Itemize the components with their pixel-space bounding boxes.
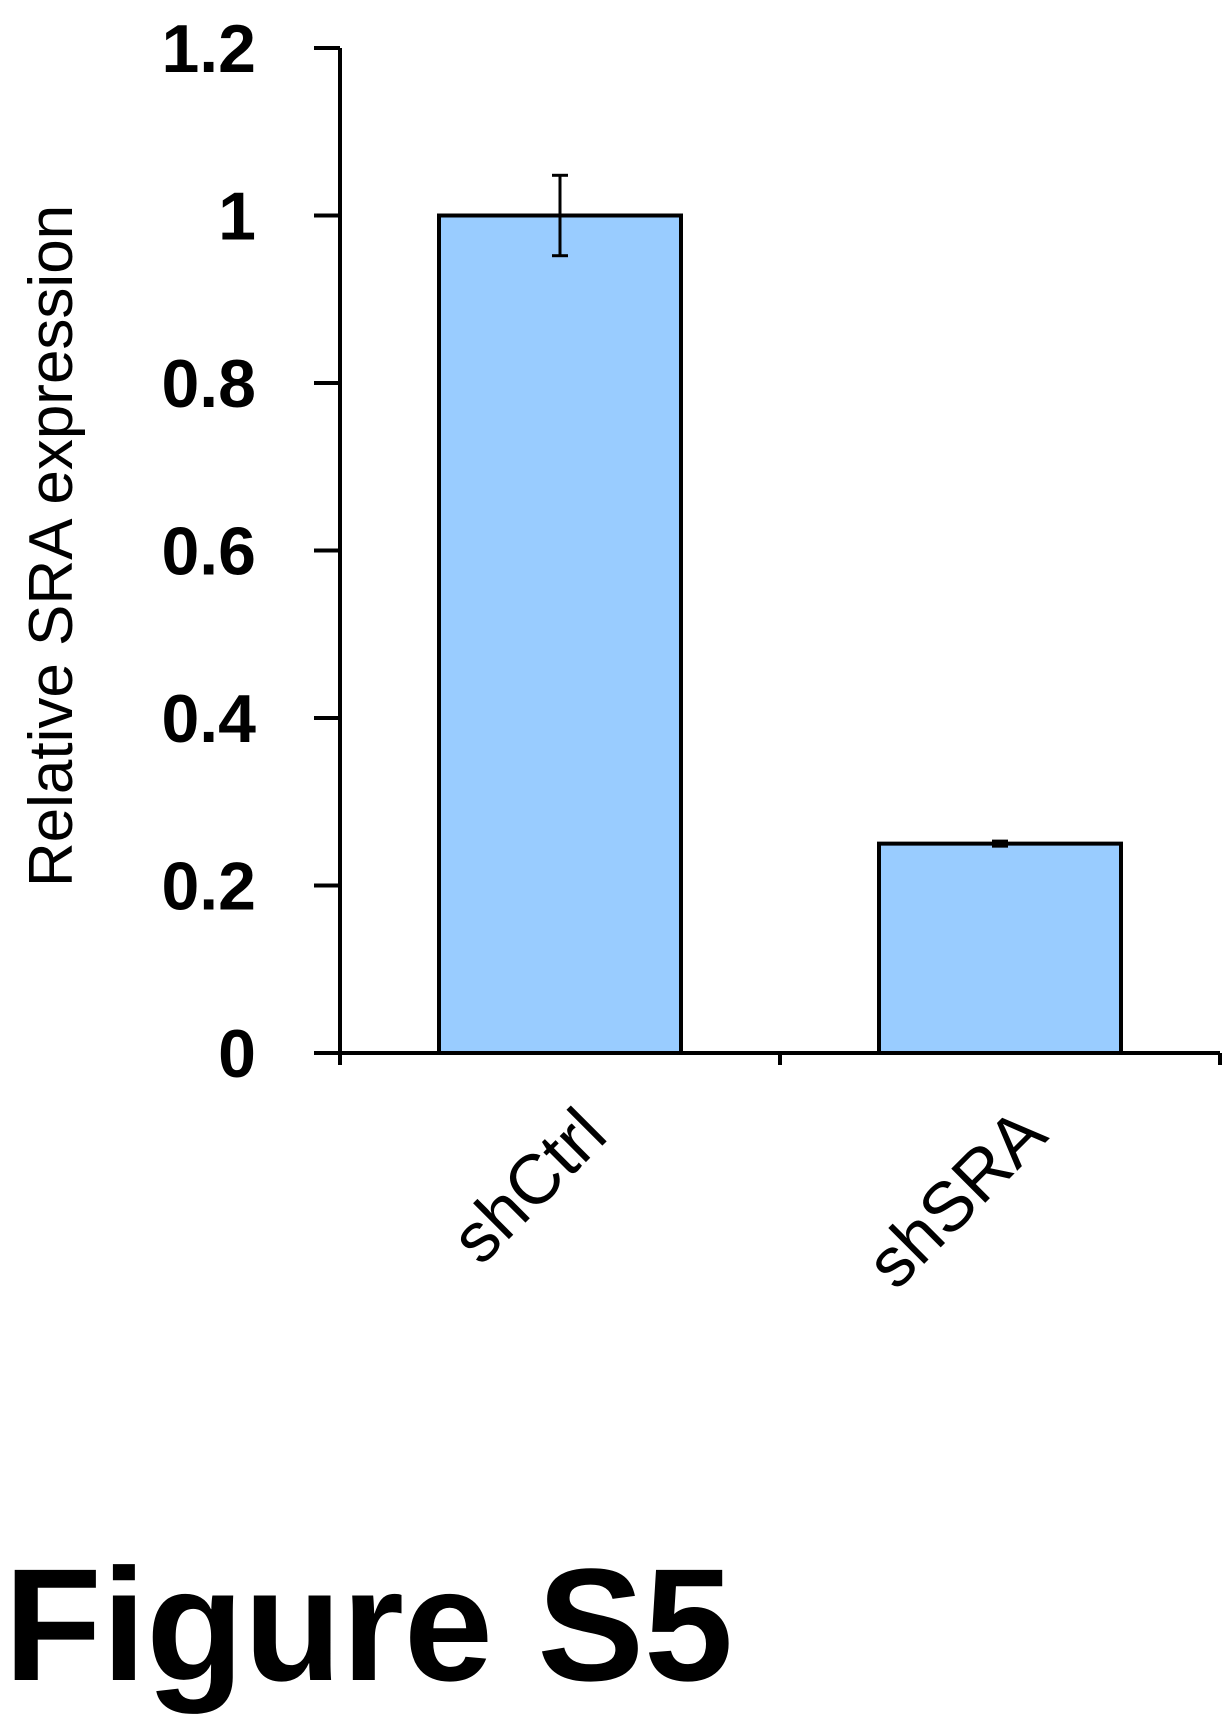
y-tick-label: 0 [218, 1016, 256, 1092]
y-tick-label: 1.2 [161, 11, 256, 87]
x-axis-category-labels: shCtrl shSRA [436, 1093, 1061, 1302]
bar-chart: 0 0.2 0.4 0.6 0.8 1 1.2 shCtrl shSRA Relative S… [17, 11, 1222, 1303]
figure-label: Figure S5 [4, 1535, 734, 1714]
y-tick-label: 0.4 [161, 681, 256, 757]
bar-shSRA [877, 841, 1123, 1055]
bar-shCtrl [437, 213, 683, 1055]
x-category-label-shCtrl: shCtrl [436, 1093, 620, 1277]
error-bar-shCtrl [552, 173, 568, 258]
error-bars [552, 173, 1008, 848]
y-tick-label: 0.8 [161, 346, 256, 422]
y-axis-ticks: 0 0.2 0.4 0.6 0.8 1 1.2 [161, 11, 340, 1092]
y-tick-label: 0.2 [161, 849, 256, 925]
y-tick-label: 0.6 [161, 514, 256, 590]
y-tick-label: 1 [218, 179, 256, 255]
bars [437, 213, 1123, 1055]
error-bar-shSRA [992, 839, 1008, 848]
y-axis-label: Relative SRA expression [17, 205, 86, 887]
x-axis-ticks [338, 1053, 1222, 1065]
x-category-label-shSRA: shSRA [851, 1093, 1060, 1302]
